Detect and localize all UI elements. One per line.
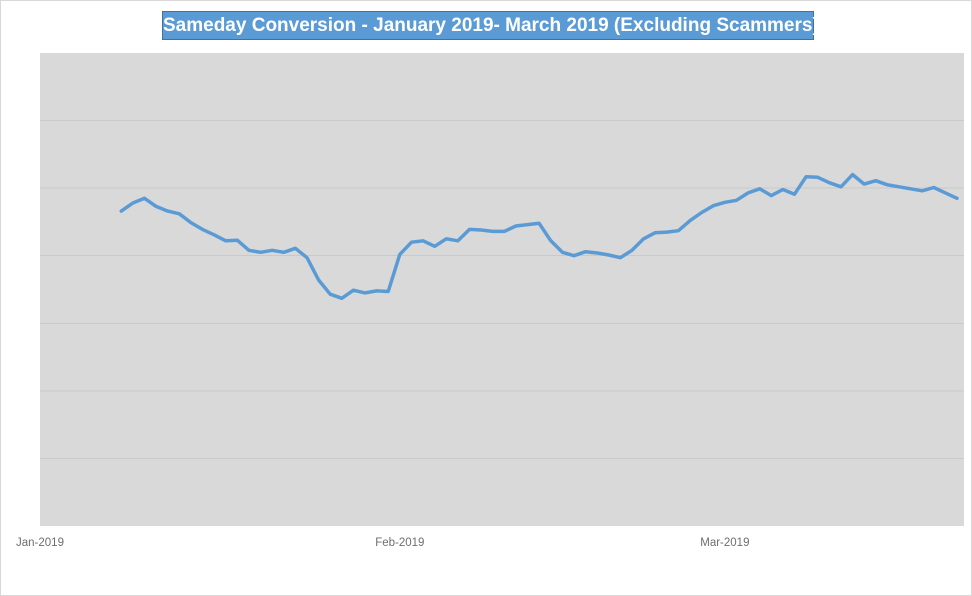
chart-title: Sameday Conversion - January 2019- March… [162, 11, 819, 40]
x-axis-label-mar: Mar-2019 [700, 537, 750, 549]
x-axis-label-jan: Jan-2019 [16, 537, 64, 549]
series-line [119, 172, 959, 301]
x-axis-label-feb: Feb-2019 [375, 537, 425, 549]
plot-area [40, 53, 964, 526]
line-chart-svg [40, 53, 964, 526]
plot-background [40, 53, 964, 526]
